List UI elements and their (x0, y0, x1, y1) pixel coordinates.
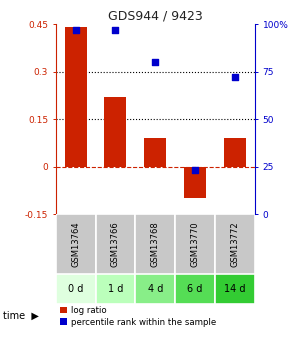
Title: GDS944 / 9423: GDS944 / 9423 (108, 10, 203, 23)
FancyBboxPatch shape (215, 214, 255, 274)
FancyBboxPatch shape (175, 214, 215, 274)
Point (153, 59, 158, 65)
Text: GSM13770: GSM13770 (191, 221, 200, 267)
Text: 14 d: 14 d (224, 284, 246, 294)
Bar (105, 97, 126, 167)
Bar (184, 167, 206, 198)
Point (233, 75, 237, 80)
Text: GSM13768: GSM13768 (151, 221, 160, 267)
Text: GSM13766: GSM13766 (111, 221, 120, 267)
FancyBboxPatch shape (96, 214, 135, 274)
FancyBboxPatch shape (135, 214, 175, 274)
FancyBboxPatch shape (175, 274, 215, 304)
Text: GSM13764: GSM13764 (71, 221, 80, 267)
Text: 6 d: 6 d (188, 284, 203, 294)
Point (73, 27, 78, 33)
FancyBboxPatch shape (135, 274, 175, 304)
Point (193, 168, 197, 173)
Legend: log ratio, percentile rank within the sample: log ratio, percentile rank within the sa… (60, 306, 217, 327)
Text: GSM13772: GSM13772 (231, 221, 239, 267)
Text: 0 d: 0 d (68, 284, 83, 294)
Point (113, 27, 118, 33)
Text: time  ▶: time ▶ (3, 311, 39, 321)
Bar (224, 138, 246, 167)
FancyBboxPatch shape (215, 274, 255, 304)
Bar (144, 138, 166, 167)
FancyBboxPatch shape (56, 214, 96, 274)
Text: 4 d: 4 d (148, 284, 163, 294)
Text: 1 d: 1 d (108, 284, 123, 294)
FancyBboxPatch shape (96, 274, 135, 304)
FancyBboxPatch shape (56, 274, 96, 304)
Bar (65, 27, 86, 167)
